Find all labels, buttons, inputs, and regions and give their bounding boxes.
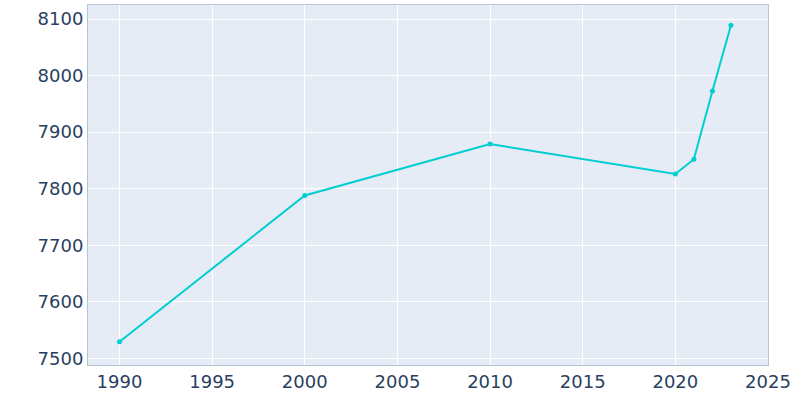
svg-text:2000: 2000 bbox=[282, 371, 328, 392]
svg-text:2020: 2020 bbox=[652, 371, 698, 392]
svg-text:2025: 2025 bbox=[745, 371, 791, 392]
svg-text:7800: 7800 bbox=[38, 178, 84, 199]
svg-text:8000: 8000 bbox=[38, 65, 84, 86]
svg-text:8100: 8100 bbox=[38, 8, 84, 29]
svg-text:2010: 2010 bbox=[467, 371, 513, 392]
svg-text:1990: 1990 bbox=[97, 371, 143, 392]
svg-text:7900: 7900 bbox=[38, 121, 84, 142]
svg-text:2015: 2015 bbox=[560, 371, 606, 392]
svg-text:7700: 7700 bbox=[38, 234, 84, 255]
svg-text:7500: 7500 bbox=[38, 348, 84, 369]
svg-text:2005: 2005 bbox=[375, 371, 421, 392]
svg-text:7600: 7600 bbox=[38, 291, 84, 312]
svg-text:1995: 1995 bbox=[189, 371, 235, 392]
